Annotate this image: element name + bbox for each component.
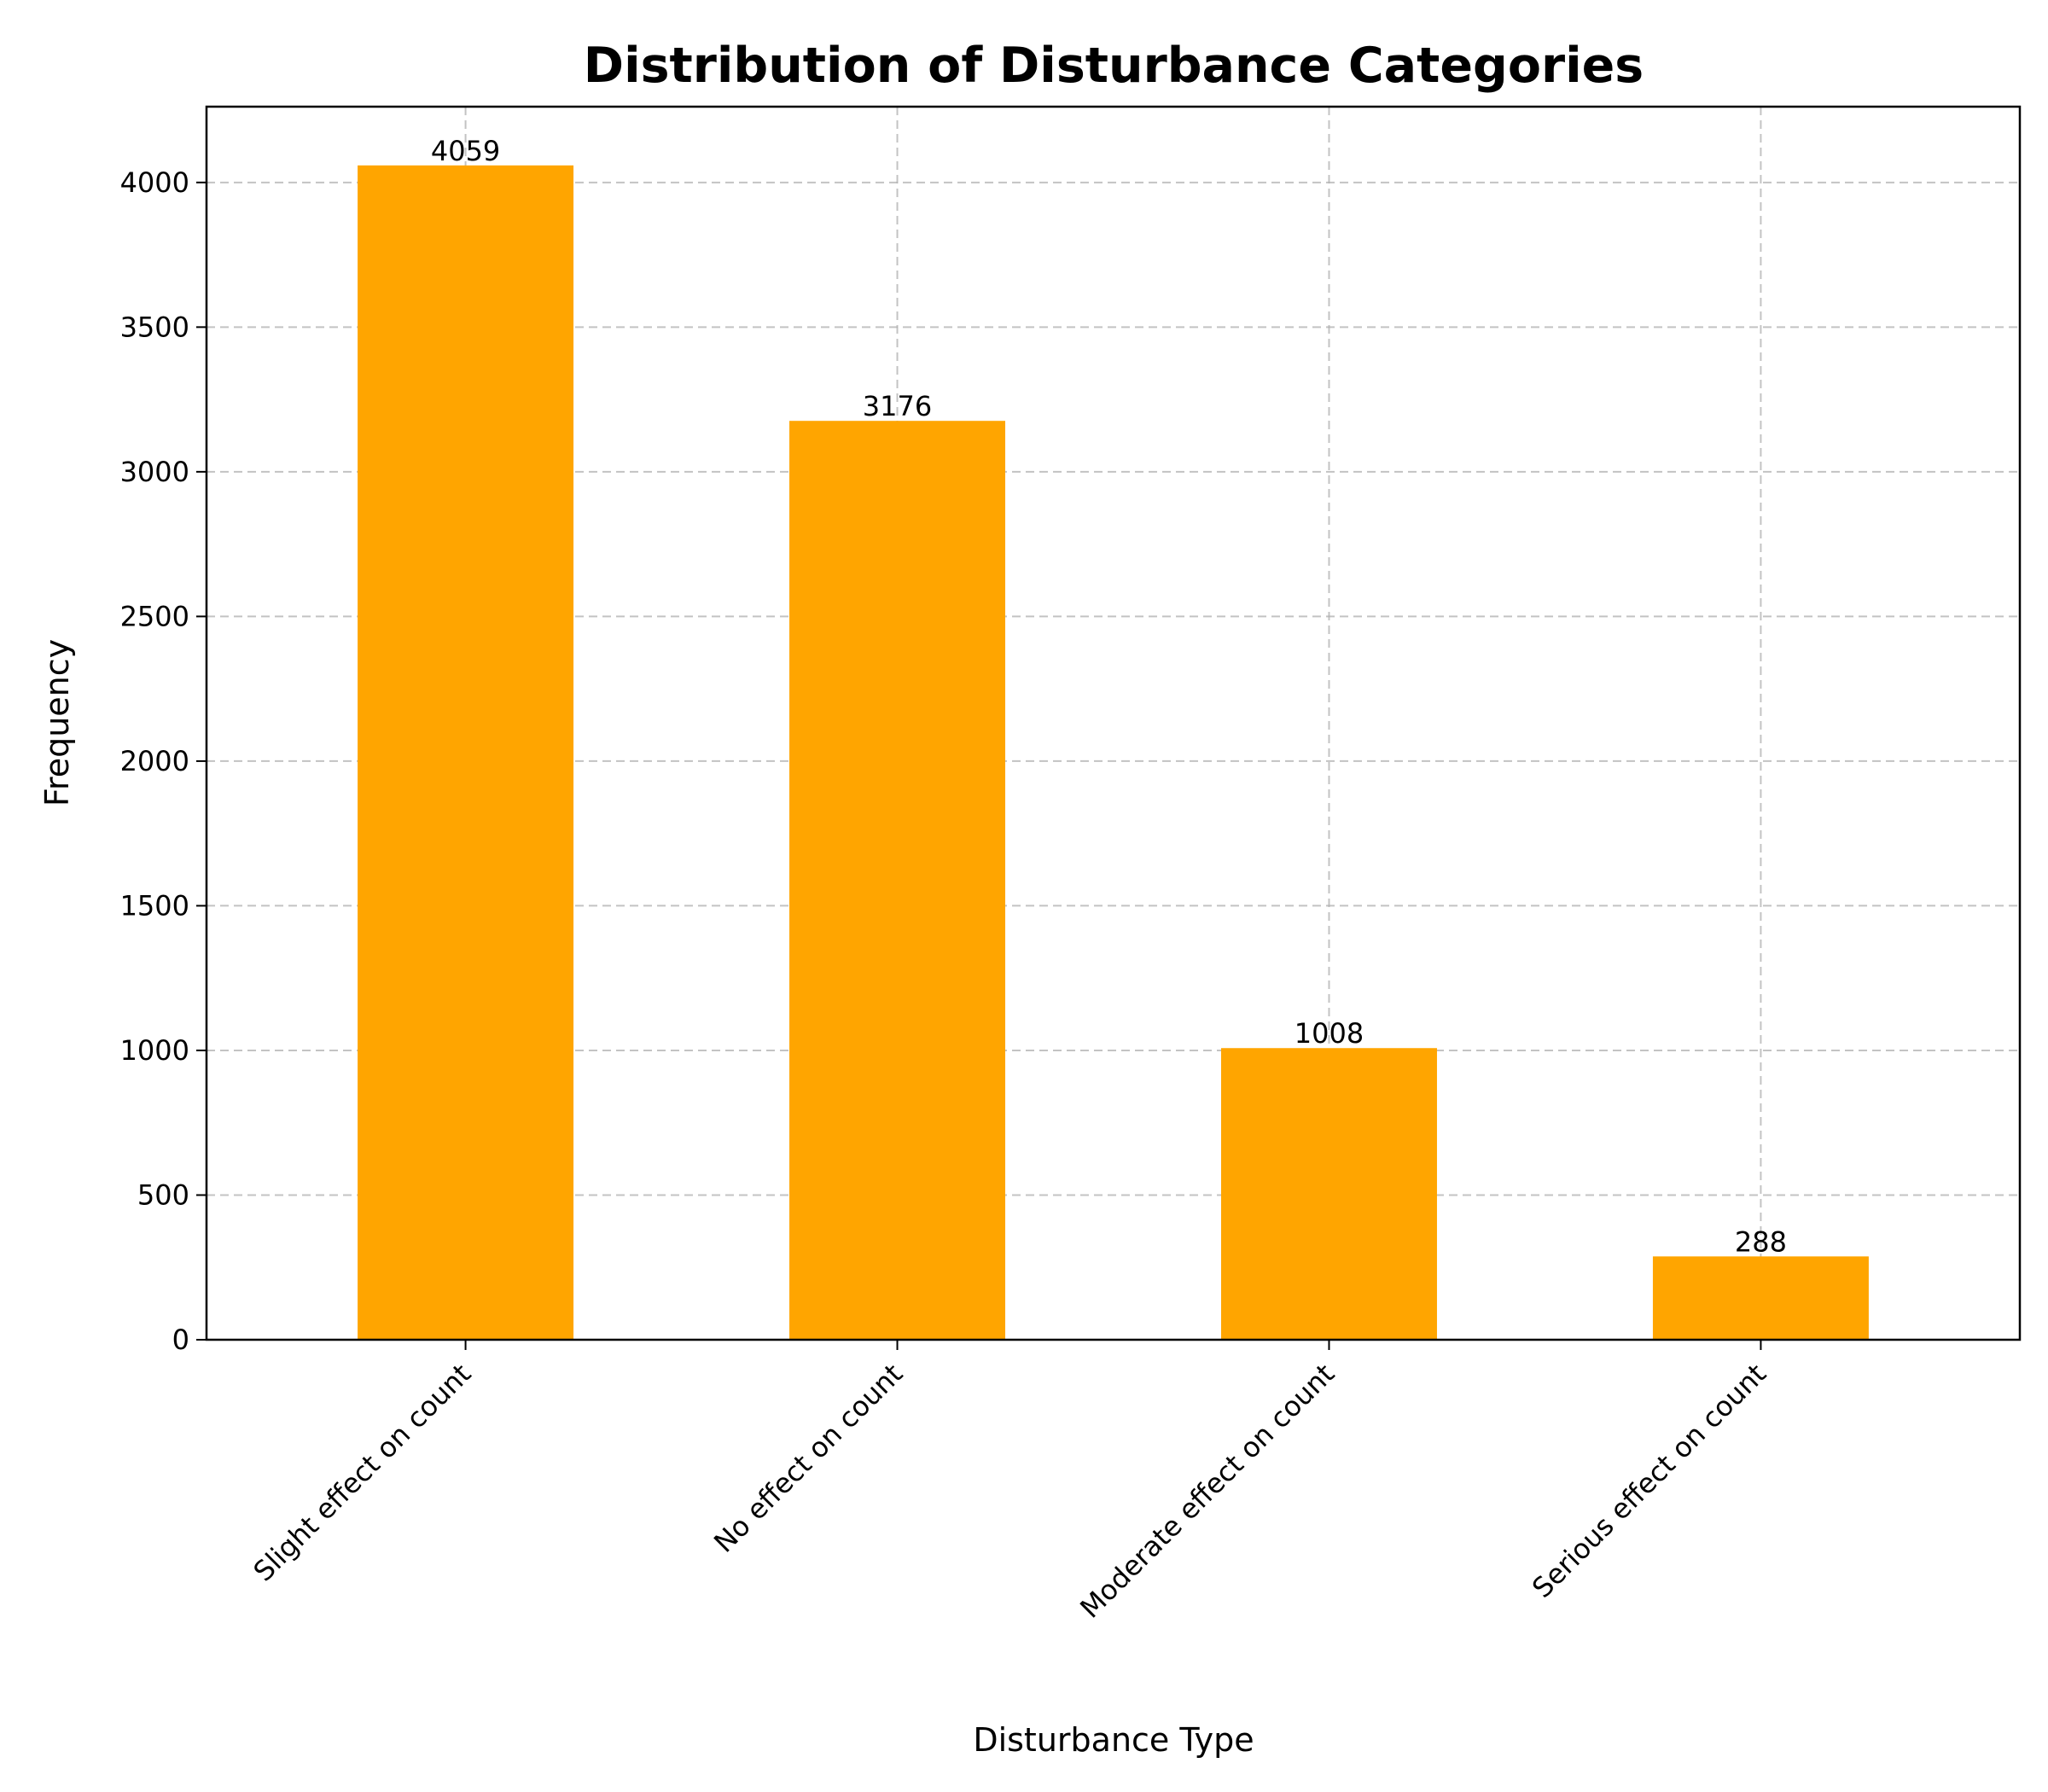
x-tick-label: No effect on count bbox=[707, 1358, 909, 1559]
y-tick-label: 3000 bbox=[120, 456, 189, 488]
bar bbox=[789, 421, 1006, 1340]
plot-frame bbox=[205, 105, 2022, 1341]
y-tick-label: 0 bbox=[172, 1324, 189, 1356]
x-tick-label: Slight effect on count bbox=[247, 1358, 478, 1588]
x-axis-label: Disturbance Type bbox=[973, 1721, 1254, 1759]
y-tick-label: 500 bbox=[137, 1178, 189, 1211]
bar bbox=[1652, 1256, 1869, 1340]
y-axis-label: Frequency bbox=[38, 639, 76, 806]
y-tick-label: 3500 bbox=[120, 311, 189, 343]
x-tick-label: Moderate effect on count bbox=[1073, 1358, 1341, 1625]
chart-title: Distribution of Disturbance Categories bbox=[584, 38, 1644, 94]
bar bbox=[1220, 1048, 1437, 1340]
data-label: 288 bbox=[1735, 1225, 1787, 1258]
y-tick-label: 2500 bbox=[120, 600, 189, 632]
y-tick-label: 1000 bbox=[120, 1034, 189, 1067]
bars bbox=[358, 165, 1869, 1340]
y-tick-label: 1500 bbox=[120, 889, 189, 922]
bar bbox=[358, 165, 574, 1340]
data-label: 1008 bbox=[1295, 1017, 1364, 1050]
data-label: 4059 bbox=[431, 135, 500, 167]
x-tick-label: Serious effect on count bbox=[1526, 1358, 1772, 1604]
data-labels: 4059 3176 1008 288 bbox=[431, 135, 1787, 1259]
y-axis: 0 500 1000 1500 2000 2500 3000 3500 4000 bbox=[120, 166, 207, 1356]
y-tick-label: 2000 bbox=[120, 745, 189, 777]
data-label: 3176 bbox=[863, 390, 932, 422]
y-tick-label: 4000 bbox=[120, 166, 189, 199]
x-axis: Slight effect on count No effect on count… bbox=[247, 1340, 1772, 1625]
